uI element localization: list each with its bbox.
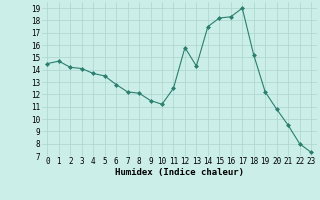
X-axis label: Humidex (Indice chaleur): Humidex (Indice chaleur) [115,168,244,177]
